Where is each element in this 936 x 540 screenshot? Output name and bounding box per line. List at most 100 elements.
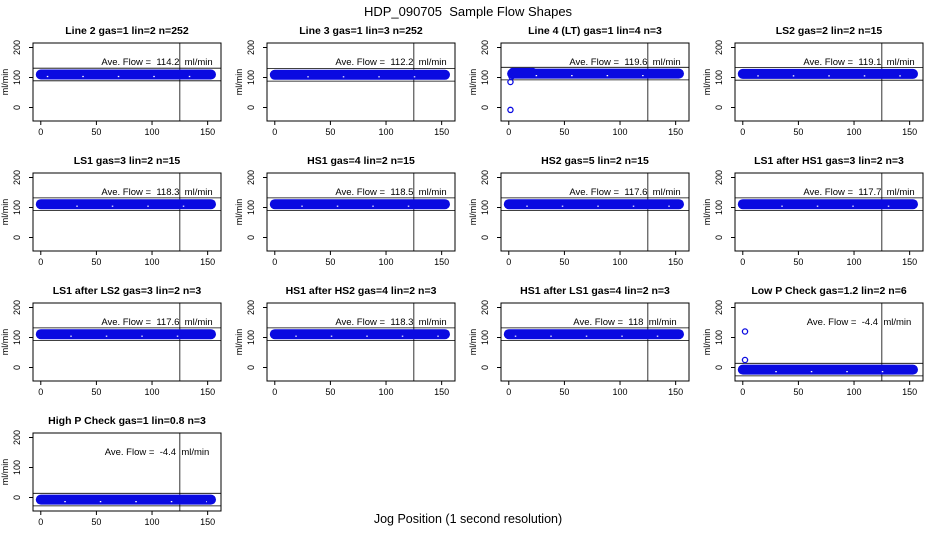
y-axis-tick-label: 0 (480, 365, 490, 370)
x-axis-tick-label: 0 (38, 257, 43, 267)
ave-flow-annotation: Ave. Flow = 118.3 ml/min (335, 317, 446, 328)
subplot-title: HS1 gas=4 lin=2 n=15 (307, 155, 415, 167)
subplot: HS1 after HS2 gas=4 lin=2 n=3 0 100 200 ml/m… (234, 278, 468, 408)
y-axis-tick-label: 0 (246, 235, 256, 240)
y-axis-tick-label: 0 (12, 495, 22, 500)
plot-box (32, 302, 222, 382)
y-axis-title: ml/min (0, 69, 10, 96)
x-axis-tick-label: 50 (325, 127, 335, 137)
y-axis-tick-label: 100 (714, 200, 724, 215)
x-axis-tick-label: 100 (847, 387, 862, 397)
plot-box (500, 302, 690, 382)
subplot-title: LS1 after HS1 gas=3 lin=2 n=3 (754, 155, 904, 167)
x-axis-tick-label: 100 (613, 127, 628, 137)
subplot: Low P Check gas=1.2 lin=2 n=6 0 100 200 ml/m… (702, 278, 936, 408)
x-axis-tick-label: 100 (847, 257, 862, 267)
x-axis-tick-label: 0 (38, 387, 43, 397)
subplot: Line 4 (LT) gas=1 lin=4 n=3 0 100 200 ml/min… (468, 18, 702, 148)
x-axis-tick-label: 150 (200, 387, 215, 397)
y-axis-tick-label: 100 (246, 330, 256, 345)
plot-box (266, 42, 456, 122)
plot-box (266, 302, 456, 382)
y-axis-tick-label: 0 (12, 365, 22, 370)
subplot: HS2 gas=5 lin=2 n=15 0 100 200 ml/min 0 50 100 1… (468, 148, 702, 278)
y-axis-title: ml/min (468, 329, 478, 356)
y-axis-tick-label: 0 (480, 105, 490, 110)
y-axis-title: ml/min (234, 199, 244, 226)
plot-box (500, 172, 690, 252)
y-axis-tick-label: 200 (714, 40, 724, 55)
x-axis-tick-label: 50 (793, 257, 803, 267)
x-axis-tick-label: 50 (325, 257, 335, 267)
x-axis-tick-label: 0 (38, 517, 43, 527)
plot-box (734, 302, 924, 382)
subplot: LS1 after HS1 gas=3 lin=2 n=3 0 100 200 ml/m… (702, 148, 936, 278)
x-axis-tick-label: 100 (145, 517, 160, 527)
x-axis-tick-label: 50 (793, 387, 803, 397)
ave-flow-annotation: Ave. Flow = 117.6 ml/min (569, 187, 680, 198)
x-axis-tick-label: 50 (559, 387, 569, 397)
y-axis-title: ml/min (234, 329, 244, 356)
y-axis-tick-label: 100 (12, 70, 22, 85)
x-axis-tick-label: 50 (91, 387, 101, 397)
ave-flow-annotation: Ave. Flow = 118.3 ml/min (101, 187, 212, 198)
subplot-title: Line 3 gas=1 lin=3 n=252 (299, 25, 423, 37)
x-axis-tick-label: 150 (200, 517, 215, 527)
ave-flow-annotation: Ave. Flow = 119.6 ml/min (569, 57, 680, 68)
x-axis-tick-label: 0 (272, 257, 277, 267)
plot-box (32, 432, 222, 512)
y-axis-tick-label: 100 (12, 200, 22, 215)
subplot-title: LS1 after LS2 gas=3 lin=2 n=3 (53, 285, 202, 297)
x-axis-tick-label: 50 (325, 387, 335, 397)
x-axis-tick-label: 150 (434, 387, 449, 397)
ave-flow-annotation: Ave. Flow = 114.2 ml/min (101, 57, 212, 68)
x-axis-tick-label: 0 (506, 387, 511, 397)
x-axis-tick-label: 100 (379, 257, 394, 267)
x-axis-tick-label: 150 (434, 127, 449, 137)
x-axis-tick-label: 50 (559, 127, 569, 137)
subplot-title: LS1 gas=3 lin=2 n=15 (74, 155, 181, 167)
y-axis-tick-label: 200 (12, 40, 22, 55)
subplot: HS1 after LS1 gas=4 lin=2 n=3 0 100 200 ml/m… (468, 278, 702, 408)
x-axis-tick-label: 150 (668, 257, 683, 267)
subplot: LS1 gas=3 lin=2 n=15 0 100 200 ml/min 0 50 100 1… (0, 148, 234, 278)
y-axis-tick-label: 100 (480, 70, 490, 85)
subplot: LS2 gas=2 lin=2 n=15 0 100 200 ml/min 0 50 100 1… (702, 18, 936, 148)
y-axis-title: ml/min (0, 199, 10, 226)
ave-flow-annotation: Ave. Flow = 118.5 ml/min (335, 187, 446, 198)
y-axis-tick-label: 200 (12, 430, 22, 445)
subplot-title: Low P Check gas=1.2 lin=2 n=6 (751, 285, 906, 297)
subplot: High P Check gas=1 lin=0.8 n=3 0 100 200 ml/… (0, 408, 234, 538)
subplot-title: High P Check gas=1 lin=0.8 n=3 (48, 415, 206, 427)
y-axis-tick-label: 100 (480, 200, 490, 215)
x-axis-tick-label: 150 (434, 257, 449, 267)
y-axis-tick-label: 0 (714, 235, 724, 240)
subplot: LS1 after LS2 gas=3 lin=2 n=3 0 100 200 ml/m… (0, 278, 234, 408)
x-axis-tick-label: 100 (145, 257, 160, 267)
x-axis-tick-label: 0 (506, 127, 511, 137)
x-axis-tick-label: 100 (145, 127, 160, 137)
y-axis-title: ml/min (0, 329, 10, 356)
ave-flow-annotation: Ave. Flow = 112.2 ml/min (335, 57, 446, 68)
subplot-title: HS1 after LS1 gas=4 lin=2 n=3 (520, 285, 670, 297)
ave-flow-annotation: Ave. Flow = 119.1 ml/min (803, 57, 914, 68)
y-axis-tick-label: 200 (246, 300, 256, 315)
x-axis-tick-label: 50 (559, 257, 569, 267)
y-axis-tick-label: 200 (480, 170, 490, 185)
subplot-title: Line 4 (LT) gas=1 lin=4 n=3 (528, 25, 662, 37)
x-axis-tick-label: 100 (847, 127, 862, 137)
y-axis-title: ml/min (702, 199, 712, 226)
y-axis-tick-label: 0 (12, 105, 22, 110)
x-axis-tick-label: 150 (902, 257, 917, 267)
x-axis-tick-label: 50 (91, 127, 101, 137)
y-axis-tick-label: 200 (714, 170, 724, 185)
y-axis-tick-label: 200 (714, 300, 724, 315)
x-axis-tick-label: 150 (668, 127, 683, 137)
y-axis-tick-label: 0 (246, 365, 256, 370)
y-axis-tick-label: 0 (714, 365, 724, 370)
ave-flow-annotation: Ave. Flow = -4.4 ml/min (105, 447, 210, 458)
y-axis-title: ml/min (702, 69, 712, 96)
y-axis-tick-label: 200 (480, 40, 490, 55)
x-axis-tick-label: 0 (506, 257, 511, 267)
